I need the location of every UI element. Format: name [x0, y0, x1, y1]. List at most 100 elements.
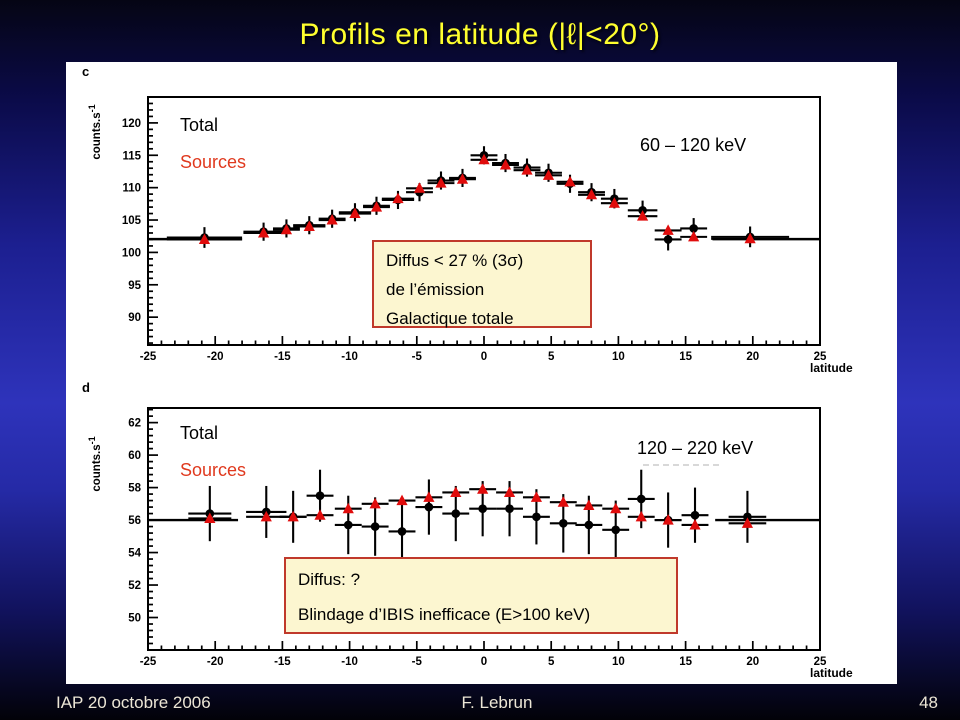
- footer-page-number: 48: [919, 693, 938, 712]
- data-point: [492, 153, 519, 173]
- sources-marker: [503, 486, 516, 497]
- data-points: [166, 146, 790, 251]
- data-point: [318, 209, 346, 228]
- sources-marker: [303, 220, 315, 232]
- data-point: [279, 490, 307, 543]
- total-marker: [690, 510, 700, 520]
- sources-marker: [478, 153, 490, 165]
- sources-marker: [257, 226, 270, 238]
- annotation-line: Diffus: ?: [298, 570, 361, 589]
- total-marker: [478, 504, 487, 513]
- data-point: [469, 481, 497, 537]
- x-tick-label: 25: [814, 656, 827, 668]
- total-marker: [532, 512, 541, 522]
- x-tick-label: -10: [341, 656, 358, 668]
- sources-marker: [477, 483, 489, 494]
- x-tick-label: 5: [548, 656, 555, 668]
- chart-panel-d: -25 -20 -15 -10 -5 0 5 10 15 20 25 50 52 54 56 58 60 62 la…: [87, 407, 853, 680]
- sources-marker: [204, 512, 216, 523]
- x-axis-title: latitude: [810, 361, 853, 375]
- y-tick-label: 60: [128, 450, 141, 462]
- data-point: [728, 490, 767, 543]
- sources-marker: [741, 517, 754, 528]
- sources-marker: [456, 173, 469, 184]
- annotation-line: Blindage d’IBIS inefficace (E>100 keV): [298, 605, 591, 624]
- sources-marker: [392, 192, 404, 204]
- y-axis-ticks: [148, 408, 158, 651]
- data-point: [188, 485, 232, 542]
- data-point: [654, 492, 682, 548]
- x-tick-label: -25: [140, 351, 157, 363]
- x-tick-label: -20: [207, 351, 224, 363]
- y-tick-label: 100: [122, 247, 141, 259]
- y-axis-ticks: [148, 96, 158, 344]
- x-tick-label: -10: [341, 351, 358, 363]
- x-tick-label: -15: [274, 351, 291, 363]
- data-point: [243, 222, 284, 241]
- total-marker: [397, 527, 407, 536]
- data-point: [627, 200, 658, 221]
- data-point: [575, 495, 603, 555]
- x-tick-label: 10: [612, 351, 625, 363]
- data-point: [535, 163, 562, 182]
- y-axis-title: counts.s-1: [87, 436, 103, 491]
- footer: IAP 20 octobre 2006 F. Lebrun 48: [0, 693, 960, 720]
- total-marker: [558, 519, 568, 528]
- footer-author: F. Lebrun: [461, 693, 533, 712]
- y-tick-label: 95: [128, 280, 141, 292]
- sources-marker: [585, 188, 598, 200]
- sources-marker: [610, 502, 622, 514]
- latitude-profiles-figure: -25 -20 -15 -10 -5 0 5 10 15 20 259095100105110115…: [87, 96, 853, 680]
- panel-letter-d: d: [82, 380, 90, 395]
- sources-marker: [413, 182, 426, 193]
- data-point: [578, 183, 605, 202]
- sources-marker: [583, 499, 595, 510]
- legend-sources-bottom: Sources: [180, 460, 247, 480]
- legend-total-top: Total: [180, 115, 219, 135]
- y-tick-label: 52: [128, 580, 141, 592]
- annotation-line: Galactique totale: [386, 309, 514, 328]
- sources-marker: [326, 214, 338, 225]
- total-marker: [743, 512, 752, 522]
- panel-letter-c: c: [82, 64, 90, 79]
- data-point: [654, 224, 682, 251]
- data-point: [338, 203, 372, 222]
- data-point: [556, 174, 584, 193]
- data-point: [513, 158, 541, 177]
- total-marker: [370, 522, 380, 531]
- data-point: [449, 168, 476, 188]
- total-marker: [663, 235, 673, 244]
- x-tick-label: -25: [140, 656, 157, 668]
- x-tick-label: -5: [412, 351, 423, 363]
- data-point: [600, 188, 628, 209]
- sources-marker: [349, 207, 361, 219]
- slide-title: Profils en latitude (|ℓ|<20°): [299, 18, 661, 51]
- total-marker: [505, 504, 514, 513]
- energy-range-label-top: 60 – 120 keV: [640, 135, 747, 155]
- sources-marker: [662, 224, 674, 235]
- data-point: [166, 227, 243, 248]
- data-point: [272, 219, 300, 238]
- data-point: [381, 190, 415, 210]
- y-tick-label: 120: [122, 118, 141, 130]
- sources-marker: [689, 518, 701, 530]
- data-point: [549, 494, 577, 553]
- legend-total-bottom: Total: [180, 423, 219, 443]
- x-tick-label: -20: [207, 656, 224, 668]
- x-tick-label: 10: [612, 656, 625, 668]
- sources-marker: [198, 233, 211, 244]
- sources-marker: [280, 223, 293, 235]
- y-tick-label: 56: [128, 515, 141, 527]
- sources-marker: [370, 201, 383, 212]
- x-tick-label: 5: [548, 351, 555, 363]
- data-point: [496, 481, 523, 537]
- y-tick-label: 115: [122, 150, 141, 162]
- energy-range-label-bottom: 120 – 220 keV: [637, 438, 754, 458]
- data-point: [363, 196, 390, 215]
- sources-marker: [542, 169, 555, 180]
- data-point: [361, 497, 389, 556]
- sources-marker: [521, 164, 533, 175]
- data-point: [406, 182, 433, 202]
- y-tick-label: 105: [122, 215, 142, 227]
